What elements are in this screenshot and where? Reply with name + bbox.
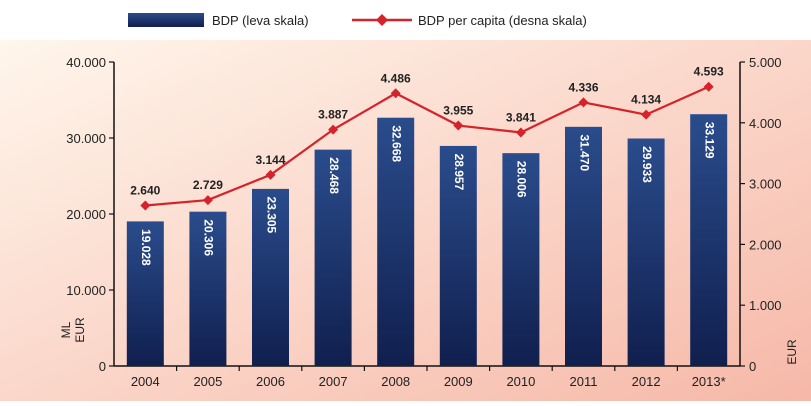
bar-value-label: 23.305 <box>264 197 278 234</box>
left-tick-label: 0 <box>99 359 106 374</box>
right-tick-label: 3.000 <box>749 177 782 192</box>
bar <box>439 145 477 366</box>
bar <box>565 126 602 366</box>
bar <box>252 188 289 366</box>
line-value-label: 3.955 <box>443 104 473 118</box>
line-value-label: 4.486 <box>381 71 411 85</box>
line-marker <box>265 169 276 180</box>
right-axis-ticks: 0 1.000 2.000 3.000 4.000 5.000 <box>740 55 782 374</box>
left-tick-label: 40.000 <box>66 55 106 70</box>
bar <box>627 138 665 366</box>
right-tick-label: 5.000 <box>749 55 782 70</box>
left-axis-label-line1: ML <box>59 321 73 338</box>
line-marker <box>578 97 589 108</box>
left-tick-label: 20.000 <box>66 207 106 222</box>
line-series <box>140 81 714 211</box>
legend-line-label: BDP per capita (desna skala) <box>418 13 587 28</box>
line-marker <box>453 120 464 131</box>
bar-value-label: 32.668 <box>390 125 404 162</box>
x-tick-label: 2011 <box>570 374 598 389</box>
left-axis-label-line2: EUR <box>73 317 87 343</box>
right-tick-label: 0 <box>749 359 756 374</box>
x-tick-label: 2005 <box>193 374 222 389</box>
x-tick-label: 2008 <box>381 374 410 389</box>
bar <box>126 221 164 366</box>
line-marker <box>390 88 401 99</box>
bar-value-label: 28.468 <box>327 157 341 194</box>
bar-value-label: 19.028 <box>139 229 153 266</box>
line-marker <box>140 200 151 211</box>
bar <box>377 117 415 366</box>
x-tick-label: 2004 <box>131 374 160 389</box>
bar-value-label: 28.006 <box>515 161 529 198</box>
bar <box>502 153 540 366</box>
left-axis-ticks: 0 10.000 20.000 30.000 40.000 <box>66 55 114 374</box>
bar-series <box>126 114 728 366</box>
line-marker <box>641 109 652 120</box>
line-value-labels: 2.640 2.729 3.144 3.887 4.486 3.955 3.841 4.336… <box>130 65 724 198</box>
left-tick-label: 10.000 <box>66 283 106 298</box>
right-tick-label: 1.000 <box>749 298 782 313</box>
x-tick-label: 2013* <box>692 374 726 389</box>
legend-bar-label: BDP (leva skala) <box>212 13 309 28</box>
x-tick-label: 2009 <box>444 374 473 389</box>
line-value-label: 3.144 <box>255 153 285 167</box>
line-value-label: 2.729 <box>193 178 223 192</box>
legend-bar-swatch <box>128 13 204 27</box>
line-path <box>145 85 710 207</box>
bar-value-label: 33.129 <box>703 122 717 159</box>
line-marker <box>202 195 213 206</box>
line-value-label: 4.336 <box>568 80 598 94</box>
bar-value-label: 20.306 <box>202 219 216 256</box>
line-marker <box>328 124 339 135</box>
bar-value-label: 29.933 <box>640 146 654 183</box>
bar-value-label: 31.470 <box>577 134 591 171</box>
line-marker <box>515 127 526 138</box>
line-value-label: 2.640 <box>130 183 160 197</box>
line-value-label: 3.841 <box>506 110 536 124</box>
x-tick-label: 2007 <box>319 374 348 389</box>
x-tick-label: 2012 <box>632 374 661 389</box>
x-tick-label: 2010 <box>506 374 535 389</box>
bar <box>690 114 728 366</box>
line-marker <box>703 81 714 92</box>
bar <box>189 211 227 366</box>
x-tick-label: 2006 <box>256 374 285 389</box>
right-axis-label: EUR <box>785 339 799 365</box>
left-tick-label: 30.000 <box>66 131 106 146</box>
legend-line-marker <box>376 14 388 26</box>
right-tick-label: 2.000 <box>749 237 782 252</box>
legend: BDP (leva skala) BDP per capita (desna s… <box>128 13 587 28</box>
x-axis-ticks: 2004 2005 2006 2007 2008 2009 2010 2011 2012 2013… <box>131 366 726 389</box>
line-value-label: 3.887 <box>318 108 348 122</box>
bar-value-labels: 19.028 20.306 23.305 28.468 32.668 28.957 28.0… <box>139 122 716 266</box>
right-tick-label: 4.000 <box>749 116 782 131</box>
bar-value-label: 28.957 <box>452 154 466 191</box>
bar <box>314 149 352 366</box>
line-value-label: 4.134 <box>631 93 661 107</box>
line-value-label: 4.593 <box>694 65 724 79</box>
